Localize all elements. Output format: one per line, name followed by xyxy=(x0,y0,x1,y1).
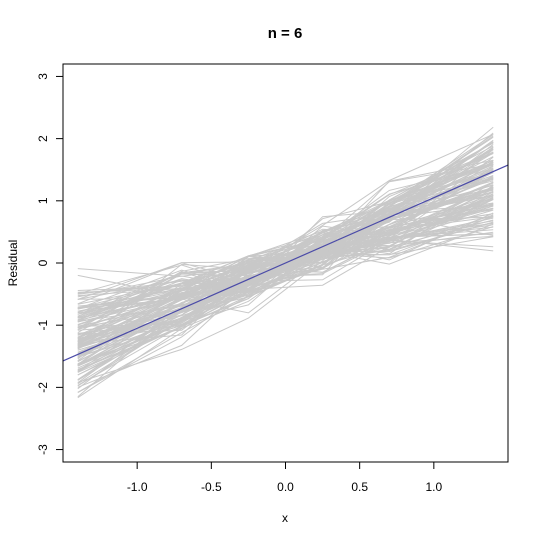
reference-line xyxy=(62,164,509,362)
residual-series-line xyxy=(77,223,494,291)
x-tick-label: 0.0 xyxy=(277,480,294,494)
y-tick-label: 0 xyxy=(36,259,50,266)
residual-lines xyxy=(77,126,494,399)
y-tick-label: 3 xyxy=(36,73,50,80)
y-tick-label: -2 xyxy=(36,382,50,393)
x-tick-label: -0.5 xyxy=(201,480,222,494)
residual-series-line xyxy=(77,175,494,358)
x-tick-label: -1.0 xyxy=(127,480,148,494)
reference-line-group xyxy=(62,164,509,362)
residual-series-line xyxy=(77,215,494,298)
y-tick-label: -3 xyxy=(36,444,50,455)
y-tick-label: -1 xyxy=(36,320,50,331)
y-axis: -3 -2 -1 0 1 2 3 xyxy=(36,73,63,455)
residual-series-line xyxy=(77,213,494,297)
residual-series-line xyxy=(77,152,494,367)
residual-series-line xyxy=(77,180,494,346)
x-tick-label: 1.0 xyxy=(425,480,442,494)
residual-series-line xyxy=(77,222,494,318)
y-tick-label: 2 xyxy=(36,135,50,142)
x-axis-label: x xyxy=(282,511,288,525)
residual-series-line xyxy=(77,168,494,336)
x-axis: -1.0 -0.5 0.0 0.5 1.0 xyxy=(127,462,442,494)
residual-series-line xyxy=(77,156,494,340)
y-axis-label: Residual xyxy=(6,240,20,287)
chart-title: n = 6 xyxy=(268,25,303,42)
residual-series-line xyxy=(77,163,494,359)
residual-series-line xyxy=(77,231,494,310)
y-tick-label: 1 xyxy=(36,197,50,204)
residual-series-line xyxy=(77,159,494,370)
residual-series-line xyxy=(77,133,494,369)
residual-series-line xyxy=(77,198,494,330)
residual-series-line xyxy=(77,134,494,383)
residual-series-line xyxy=(77,191,494,342)
residual-series-line xyxy=(77,187,494,347)
residual-series-line xyxy=(77,186,494,349)
residual-series-line xyxy=(77,184,494,334)
x-tick-label: 0.5 xyxy=(351,480,368,494)
